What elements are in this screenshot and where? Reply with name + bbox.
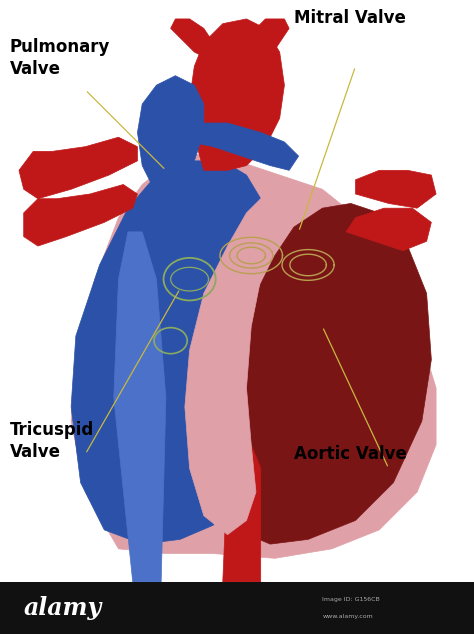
Bar <box>0 582 474 634</box>
Text: alamy: alamy <box>24 596 102 620</box>
Polygon shape <box>24 184 137 246</box>
Polygon shape <box>190 19 284 171</box>
Text: Tricuspid
Valve: Tricuspid Valve <box>9 421 94 462</box>
Polygon shape <box>251 19 289 61</box>
Polygon shape <box>137 75 204 198</box>
Polygon shape <box>114 232 166 582</box>
Polygon shape <box>190 123 299 171</box>
Text: Aortic Valve: Aortic Valve <box>294 444 407 463</box>
Text: Image ID: G156CB: Image ID: G156CB <box>322 597 380 602</box>
Polygon shape <box>356 171 436 208</box>
Polygon shape <box>223 444 261 582</box>
Polygon shape <box>71 161 265 544</box>
Polygon shape <box>71 152 436 559</box>
Polygon shape <box>19 137 137 198</box>
Polygon shape <box>228 204 431 544</box>
Text: Mitral Valve: Mitral Valve <box>294 10 406 27</box>
Polygon shape <box>185 180 308 534</box>
Polygon shape <box>171 19 213 57</box>
Text: www.alamy.com: www.alamy.com <box>322 614 373 619</box>
Polygon shape <box>346 208 431 251</box>
Text: Pulmonary
Valve: Pulmonary Valve <box>9 38 110 78</box>
